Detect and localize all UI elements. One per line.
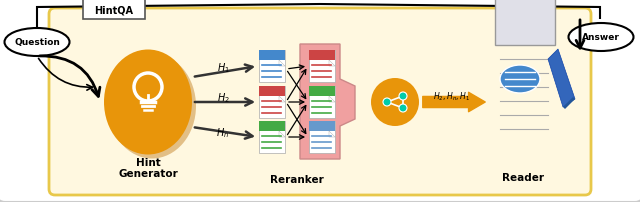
Circle shape (399, 93, 407, 101)
Polygon shape (548, 50, 575, 107)
FancyBboxPatch shape (259, 121, 285, 131)
Polygon shape (300, 45, 355, 159)
Circle shape (383, 99, 391, 106)
Text: Generator: Generator (118, 168, 178, 178)
Ellipse shape (104, 50, 192, 155)
Text: Hint: Hint (136, 157, 161, 167)
Polygon shape (563, 98, 575, 109)
Polygon shape (329, 131, 335, 137)
Circle shape (371, 79, 419, 126)
Polygon shape (329, 61, 335, 67)
Text: Answer: Answer (582, 33, 620, 42)
FancyArrowPatch shape (423, 93, 485, 112)
FancyBboxPatch shape (309, 51, 335, 61)
Text: Reader: Reader (502, 172, 544, 182)
Polygon shape (279, 131, 285, 137)
FancyBboxPatch shape (309, 87, 335, 118)
FancyBboxPatch shape (309, 51, 335, 83)
FancyBboxPatch shape (309, 121, 335, 131)
FancyBboxPatch shape (309, 87, 335, 97)
Text: Reranker: Reranker (270, 174, 324, 184)
FancyBboxPatch shape (259, 51, 285, 83)
FancyBboxPatch shape (49, 9, 591, 195)
Text: $H_n$: $H_n$ (216, 125, 230, 139)
Ellipse shape (568, 24, 634, 52)
Text: $H_1$: $H_1$ (216, 61, 230, 75)
Polygon shape (279, 97, 285, 102)
Ellipse shape (500, 66, 540, 94)
FancyBboxPatch shape (259, 87, 285, 118)
Text: $H_2$: $H_2$ (216, 91, 229, 104)
FancyBboxPatch shape (259, 121, 285, 153)
Text: Question: Question (14, 38, 60, 47)
Text: $H_2,H_n,H_1$: $H_2,H_n,H_1$ (433, 90, 470, 103)
Circle shape (399, 104, 407, 113)
Polygon shape (279, 61, 285, 67)
Ellipse shape (108, 54, 196, 159)
FancyBboxPatch shape (495, 0, 555, 46)
FancyBboxPatch shape (83, 0, 145, 20)
FancyBboxPatch shape (259, 51, 285, 61)
Text: HintQA: HintQA (95, 5, 134, 15)
Polygon shape (329, 97, 335, 102)
FancyBboxPatch shape (309, 121, 335, 153)
FancyBboxPatch shape (259, 87, 285, 97)
Ellipse shape (4, 29, 70, 57)
